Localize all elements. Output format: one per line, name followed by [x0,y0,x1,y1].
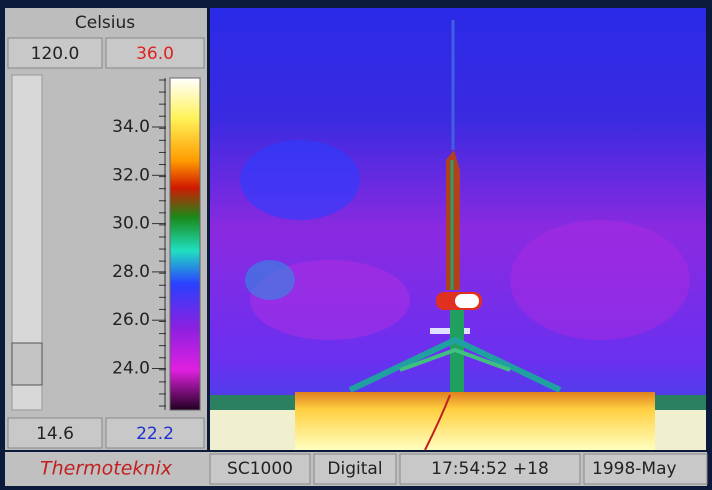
scale-label: 32.0 [112,165,150,185]
camera: SC1000 [227,459,293,479]
scale-label: 26.0 [112,310,150,330]
slider-thumb[interactable] [12,343,42,385]
range-min: 14.6 [36,424,74,444]
thermal-viewer: Celsius 120.0 36.0 34.0 32.0 30.0 28.0 26.0 2… [0,0,712,490]
unit-label: Celsius [75,13,135,33]
time: 17:54:52 +18 [431,459,549,479]
thermal-image [210,8,706,450]
color-scale [170,78,200,410]
level-max: 36.0 [136,44,174,64]
level-min: 22.2 [136,424,174,444]
scale-label: 28.0 [112,262,150,282]
mode: Digital [327,459,382,479]
date: 1998-May [592,459,677,479]
range-max: 120.0 [31,44,80,64]
brand: Thermoteknix [40,458,173,480]
scale-label: 34.0 [112,117,150,137]
scale-label: 30.0 [112,214,150,234]
scale-label: 24.0 [112,359,150,379]
